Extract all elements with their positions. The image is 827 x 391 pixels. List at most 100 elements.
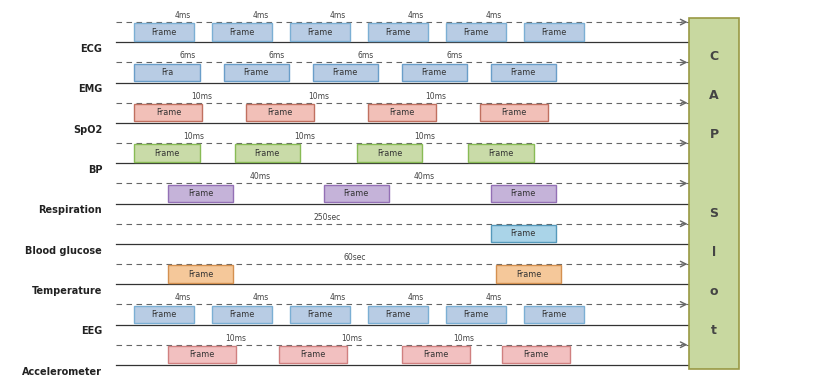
Text: 60sec: 60sec xyxy=(343,253,366,262)
Text: Accelerometer: Accelerometer xyxy=(22,366,102,377)
FancyBboxPatch shape xyxy=(490,64,555,81)
FancyBboxPatch shape xyxy=(446,306,505,323)
Text: 6ms: 6ms xyxy=(179,51,196,60)
Text: Frame: Frame xyxy=(510,189,535,198)
Text: Fra: Fra xyxy=(160,68,173,77)
FancyBboxPatch shape xyxy=(523,306,583,323)
Text: 10ms: 10ms xyxy=(414,132,434,141)
Text: 10ms: 10ms xyxy=(308,92,329,101)
FancyBboxPatch shape xyxy=(468,145,533,162)
Text: ECG: ECG xyxy=(80,44,102,54)
Text: 10ms: 10ms xyxy=(424,92,446,101)
Text: EEG: EEG xyxy=(81,326,102,336)
FancyBboxPatch shape xyxy=(495,265,561,283)
Text: 4ms: 4ms xyxy=(408,11,423,20)
Text: Frame: Frame xyxy=(390,108,414,117)
FancyBboxPatch shape xyxy=(490,185,555,202)
FancyBboxPatch shape xyxy=(368,306,428,323)
Text: Frame: Frame xyxy=(376,149,402,158)
Text: Frame: Frame xyxy=(421,68,447,77)
FancyBboxPatch shape xyxy=(490,225,555,242)
Text: Frame: Frame xyxy=(463,310,488,319)
Text: 10ms: 10ms xyxy=(342,334,362,343)
Text: Frame: Frame xyxy=(423,350,447,359)
FancyBboxPatch shape xyxy=(356,145,422,162)
Text: 4ms: 4ms xyxy=(330,293,346,302)
Text: 10ms: 10ms xyxy=(452,334,473,343)
Text: o: o xyxy=(709,285,718,298)
Text: 6ms: 6ms xyxy=(269,51,284,60)
Text: l: l xyxy=(711,246,715,258)
FancyBboxPatch shape xyxy=(134,104,202,122)
FancyBboxPatch shape xyxy=(479,104,547,122)
FancyBboxPatch shape xyxy=(168,265,232,283)
Text: 4ms: 4ms xyxy=(485,11,502,20)
Text: Frame: Frame xyxy=(255,149,280,158)
FancyBboxPatch shape xyxy=(134,145,199,162)
Text: Frame: Frame xyxy=(243,68,269,77)
FancyBboxPatch shape xyxy=(213,23,271,41)
FancyBboxPatch shape xyxy=(446,23,505,41)
Text: Frame: Frame xyxy=(463,28,488,37)
FancyBboxPatch shape xyxy=(368,104,436,122)
Text: 250sec: 250sec xyxy=(313,213,340,222)
FancyBboxPatch shape xyxy=(313,64,377,81)
Text: Blood glucose: Blood glucose xyxy=(26,246,102,255)
FancyBboxPatch shape xyxy=(223,64,289,81)
Text: P: P xyxy=(709,128,718,142)
Text: Frame: Frame xyxy=(267,108,292,117)
FancyBboxPatch shape xyxy=(290,306,350,323)
Text: Frame: Frame xyxy=(385,310,410,319)
Text: Frame: Frame xyxy=(541,310,566,319)
Text: SpO2: SpO2 xyxy=(73,124,102,135)
FancyBboxPatch shape xyxy=(401,64,466,81)
Text: 10ms: 10ms xyxy=(224,334,246,343)
Text: 40ms: 40ms xyxy=(250,172,270,181)
Text: Respiration: Respiration xyxy=(39,205,102,215)
Text: t: t xyxy=(710,324,716,337)
Text: 6ms: 6ms xyxy=(357,51,374,60)
FancyBboxPatch shape xyxy=(213,306,271,323)
FancyBboxPatch shape xyxy=(523,23,583,41)
Text: 40ms: 40ms xyxy=(414,172,434,181)
FancyBboxPatch shape xyxy=(368,23,428,41)
Text: 4ms: 4ms xyxy=(252,293,268,302)
FancyBboxPatch shape xyxy=(134,64,199,81)
Text: Frame: Frame xyxy=(155,108,181,117)
Text: Frame: Frame xyxy=(188,270,213,279)
Text: Frame: Frame xyxy=(515,270,541,279)
Text: Frame: Frame xyxy=(229,310,255,319)
FancyBboxPatch shape xyxy=(290,23,350,41)
Text: Frame: Frame xyxy=(500,108,525,117)
Text: EMG: EMG xyxy=(78,84,102,94)
Text: Frame: Frame xyxy=(188,189,213,198)
FancyBboxPatch shape xyxy=(234,145,299,162)
Text: Frame: Frame xyxy=(523,350,547,359)
Text: Frame: Frame xyxy=(488,149,513,158)
Text: 4ms: 4ms xyxy=(174,293,190,302)
Text: Frame: Frame xyxy=(332,68,357,77)
Text: BP: BP xyxy=(88,165,102,175)
Text: Frame: Frame xyxy=(151,310,177,319)
Text: Frame: Frame xyxy=(385,28,410,37)
FancyBboxPatch shape xyxy=(246,104,313,122)
Text: 4ms: 4ms xyxy=(252,11,268,20)
Text: 10ms: 10ms xyxy=(294,132,315,141)
Text: Frame: Frame xyxy=(189,350,214,359)
FancyBboxPatch shape xyxy=(134,23,194,41)
Text: Frame: Frame xyxy=(155,149,179,158)
Text: 10ms: 10ms xyxy=(183,132,203,141)
FancyBboxPatch shape xyxy=(134,306,194,323)
Text: A: A xyxy=(709,89,718,102)
Text: S: S xyxy=(709,206,718,219)
FancyBboxPatch shape xyxy=(168,185,232,202)
Text: Frame: Frame xyxy=(343,189,369,198)
Text: C: C xyxy=(709,50,718,63)
FancyBboxPatch shape xyxy=(401,346,469,364)
Text: 4ms: 4ms xyxy=(485,293,502,302)
Text: Frame: Frame xyxy=(307,310,332,319)
Text: Frame: Frame xyxy=(510,68,535,77)
Text: 10ms: 10ms xyxy=(191,92,212,101)
Text: 4ms: 4ms xyxy=(408,293,423,302)
Text: Frame: Frame xyxy=(510,229,535,239)
